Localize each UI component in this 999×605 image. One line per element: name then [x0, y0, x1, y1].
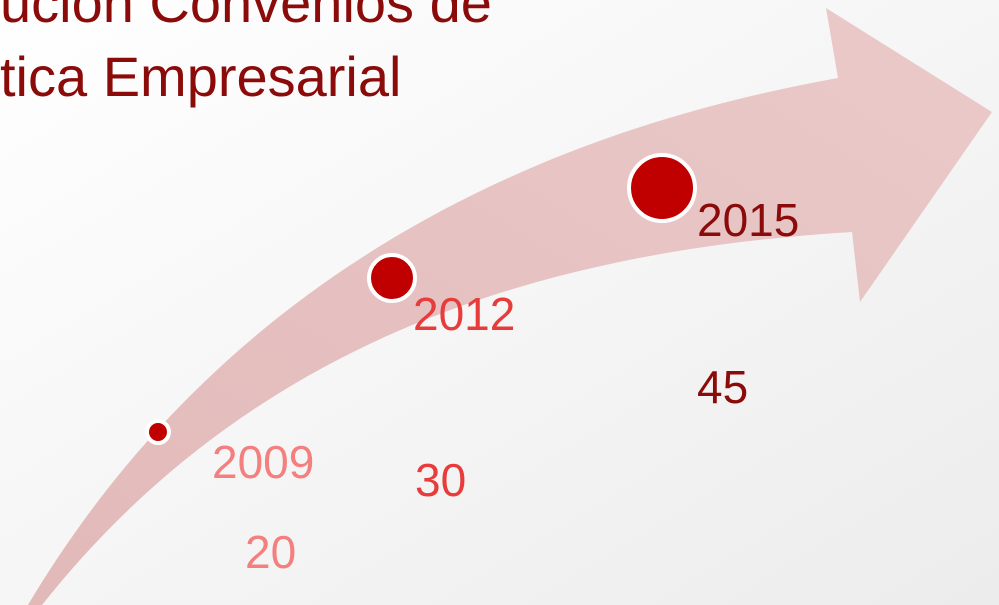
milestone-value: 20 — [245, 526, 296, 578]
milestone-value: 45 — [697, 361, 748, 413]
milestone-value: 30 — [415, 454, 466, 506]
milestone-year: 2015 — [697, 194, 799, 246]
milestone-year: 2009 — [212, 436, 314, 488]
milestone-year: 2012 — [413, 288, 515, 340]
milestone-dot — [367, 253, 417, 303]
milestone-dot — [627, 153, 697, 223]
title-line: tica Empresarial — [0, 45, 401, 108]
title-line: ución Convenios de — [0, 0, 492, 34]
curved-arrow — [28, 8, 992, 605]
milestone-dot — [145, 419, 171, 445]
